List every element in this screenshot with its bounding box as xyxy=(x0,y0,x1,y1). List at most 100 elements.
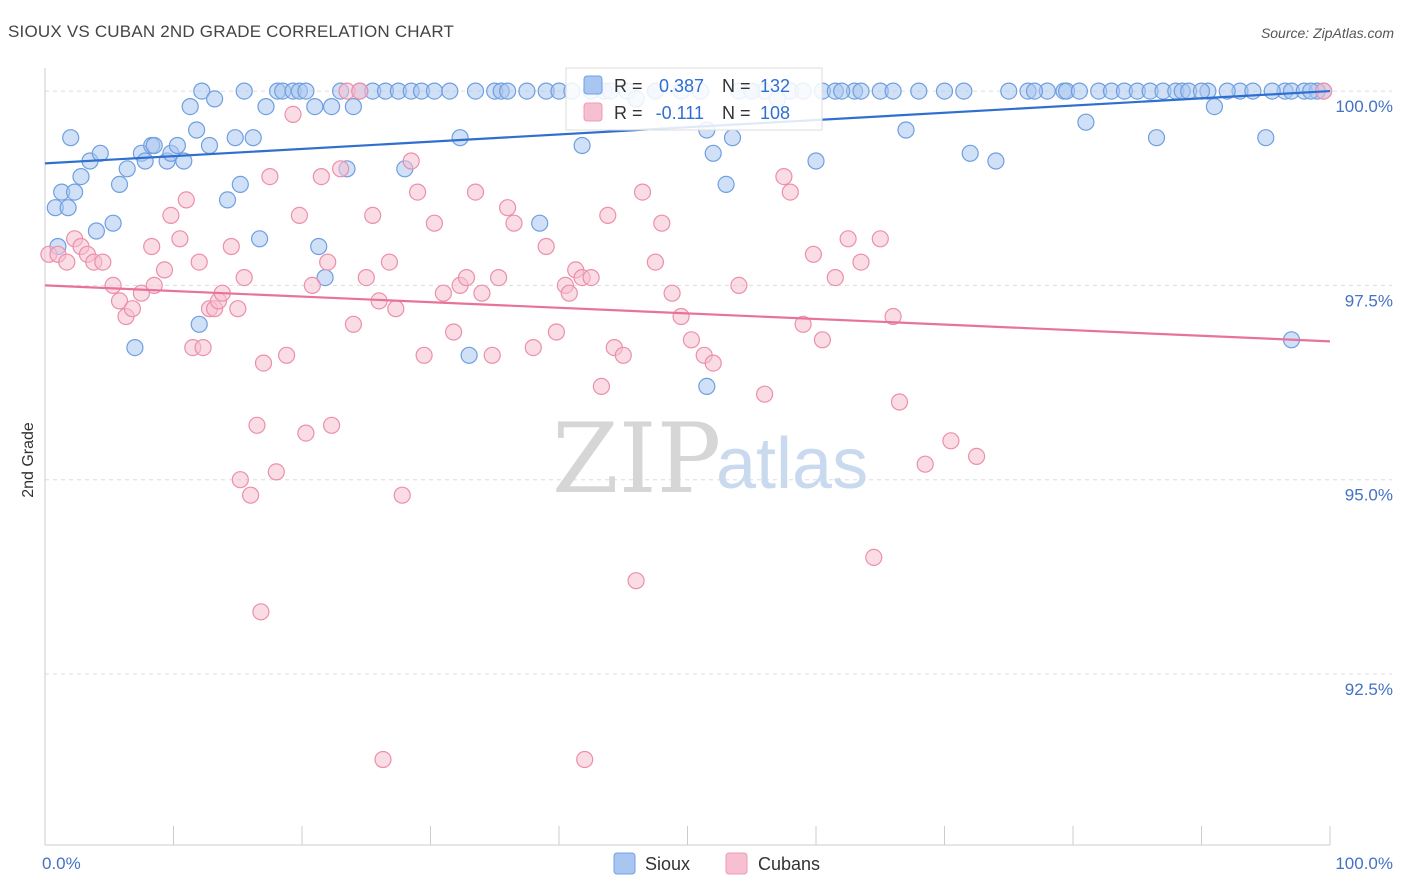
stats-r-value-cubans: -0.111 xyxy=(656,103,704,123)
cubans-point xyxy=(871,230,889,248)
sioux-point xyxy=(235,82,253,100)
cubans-point xyxy=(537,237,555,256)
sioux-point xyxy=(573,136,591,155)
stats-n-value-sioux: 132 xyxy=(760,76,790,96)
sioux-point xyxy=(181,97,199,116)
sioux-point xyxy=(297,82,315,100)
cubans-point xyxy=(794,315,812,333)
sioux-point xyxy=(62,129,80,147)
cubans-point xyxy=(242,486,260,504)
chart-title: SIOUX VS CUBAN 2ND GRADE CORRELATION CHA… xyxy=(8,22,455,41)
sioux-point xyxy=(190,315,208,333)
cubans-point xyxy=(466,183,485,201)
sioux-point xyxy=(118,160,136,178)
sioux-point xyxy=(126,339,144,357)
sioux-point xyxy=(344,97,362,116)
sioux-point xyxy=(935,82,954,100)
sioux-point xyxy=(961,144,979,162)
cubans-point xyxy=(409,183,427,201)
cubans-point xyxy=(490,269,508,287)
legend-swatch-sioux xyxy=(613,852,636,875)
sioux-point xyxy=(231,175,249,193)
grid-lines xyxy=(45,90,1392,675)
sioux-point xyxy=(59,199,77,217)
sioux-point xyxy=(723,129,742,147)
stats-legend-box xyxy=(565,67,823,131)
cubans-point xyxy=(592,377,611,395)
sioux-point xyxy=(206,90,224,108)
cubans-point xyxy=(614,346,632,364)
cubans-trend-line xyxy=(44,284,1331,343)
sioux-point xyxy=(1000,82,1018,100)
legend-swatch-cubans xyxy=(725,852,748,875)
sioux-point xyxy=(218,191,237,209)
sioux-point xyxy=(72,168,90,186)
cubans-point xyxy=(852,253,870,271)
sioux-point xyxy=(451,129,469,147)
cubans-point xyxy=(672,307,690,326)
sioux-point xyxy=(466,82,485,100)
watermark-atlas-text: atlas xyxy=(716,424,868,504)
cubans-point xyxy=(582,269,600,287)
cubans-point xyxy=(229,300,247,318)
sioux-point xyxy=(897,121,915,139)
y-tick-label: 92.5% xyxy=(1345,680,1393,699)
legend-label-cubans: Cubans xyxy=(758,854,820,874)
cubans-point xyxy=(222,237,240,256)
sioux-point xyxy=(518,82,536,100)
cubans-point xyxy=(171,230,189,248)
sioux-point xyxy=(955,82,973,100)
cubans-point xyxy=(248,416,266,434)
cubans-point xyxy=(682,331,701,349)
cubans-point xyxy=(839,230,857,248)
cubans-point xyxy=(547,323,566,341)
cubans-point xyxy=(627,572,645,590)
cubans-point xyxy=(190,253,208,271)
sioux-point xyxy=(910,82,928,100)
y-axis-title: 2nd Grade xyxy=(20,422,37,498)
cubans-point xyxy=(445,323,463,341)
sioux-point xyxy=(110,175,129,193)
sioux-point xyxy=(807,152,825,170)
sioux-point xyxy=(200,136,219,155)
watermark: ZIP atlas xyxy=(552,403,868,515)
cubans-point xyxy=(104,276,122,294)
sioux-point xyxy=(1147,129,1166,147)
cubans-point xyxy=(290,206,308,224)
cubans-point xyxy=(646,253,665,271)
y-tick-labels: 92.5% 95.0% 97.5% 100.0% xyxy=(1335,97,1393,699)
cubans-point xyxy=(261,168,279,186)
cubans-point xyxy=(387,300,405,318)
cubans-point xyxy=(653,214,671,232)
cubans-point xyxy=(505,214,523,232)
stats-r-value-sioux: 0.387 xyxy=(659,76,704,96)
stats-legend-swatch-sioux xyxy=(583,75,603,95)
watermark-zip-text: ZIP xyxy=(552,403,721,515)
cubans-point xyxy=(781,183,799,201)
cubans-point xyxy=(194,339,212,357)
cubans-point xyxy=(123,300,141,318)
sioux-point xyxy=(257,97,275,116)
sioux-point xyxy=(1263,82,1281,100)
cubans-point xyxy=(942,432,960,450)
sioux-point xyxy=(87,222,106,240)
sioux-point xyxy=(1218,82,1236,100)
cubans-point xyxy=(267,463,285,481)
cubans-point xyxy=(415,346,433,364)
sioux-point xyxy=(1205,97,1224,116)
sioux-point xyxy=(1025,82,1044,100)
cubans-point xyxy=(663,284,681,302)
cubans-point xyxy=(599,206,617,224)
sioux-point xyxy=(987,152,1005,170)
sioux-point xyxy=(852,82,870,100)
cubans-point xyxy=(524,339,542,357)
cubans-point xyxy=(143,237,161,256)
sioux-point xyxy=(188,121,206,139)
cubans-point xyxy=(235,269,253,287)
cubans-point xyxy=(332,160,350,178)
bottom-legend: Sioux Cubans xyxy=(613,852,820,875)
cubans-point xyxy=(357,269,375,287)
legend-label-sioux: Sioux xyxy=(645,854,690,874)
stats-n-label-sioux: N = xyxy=(722,76,751,96)
